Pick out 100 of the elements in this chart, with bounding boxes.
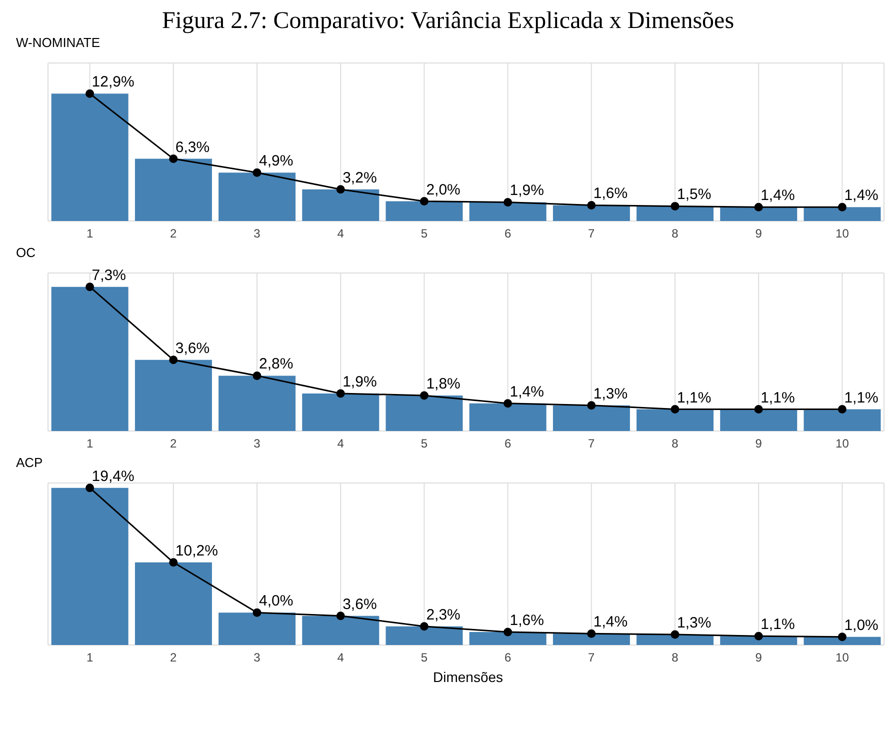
x-tick-label: 6 xyxy=(504,650,512,665)
data-label: 3,6% xyxy=(342,596,377,613)
bar xyxy=(386,201,463,221)
x-tick-label: 4 xyxy=(337,650,344,665)
point xyxy=(670,202,680,210)
x-tick-label: 9 xyxy=(755,650,762,665)
data-label: 1,8% xyxy=(426,375,460,392)
point xyxy=(252,168,262,177)
chart-subtitle: W-NOMINATE xyxy=(16,35,102,50)
x-tick-label: 2 xyxy=(170,226,178,241)
bar xyxy=(386,626,463,645)
point xyxy=(754,202,763,212)
data-label: 2,8% xyxy=(259,356,294,373)
bar xyxy=(302,189,380,221)
data-label: 1,0% xyxy=(844,616,878,634)
point xyxy=(838,202,846,212)
data-label: 4,9% xyxy=(259,152,294,170)
point xyxy=(587,200,596,210)
point xyxy=(336,612,345,620)
bar xyxy=(218,376,296,431)
x-tick-label: 1 xyxy=(86,650,94,665)
x-tick-label: 2 xyxy=(170,436,178,451)
bar xyxy=(469,632,546,645)
point xyxy=(420,391,428,400)
data-label: 1,1% xyxy=(760,616,795,634)
point xyxy=(86,484,94,492)
data-label: 1,6% xyxy=(510,612,544,630)
data-label: 3,6% xyxy=(175,340,210,357)
bar xyxy=(134,158,212,221)
x-tick-label: 9 xyxy=(755,226,762,241)
bar xyxy=(804,409,881,431)
point xyxy=(336,185,345,194)
bar xyxy=(552,634,630,645)
data-label: 1,6% xyxy=(593,185,628,202)
point xyxy=(336,389,345,398)
point xyxy=(587,629,596,638)
bar xyxy=(720,207,798,221)
bar xyxy=(552,405,630,431)
bar xyxy=(386,395,463,431)
data-label: 1,4% xyxy=(593,614,628,631)
bar xyxy=(134,360,212,431)
point xyxy=(504,399,512,408)
data-label: 19,4% xyxy=(92,468,134,485)
x-tick-label: 2 xyxy=(170,650,178,665)
bar xyxy=(636,409,714,431)
point xyxy=(86,89,94,98)
data-label: 3,2% xyxy=(342,169,377,186)
point xyxy=(838,632,846,642)
x-tick-label: 10 xyxy=(836,436,850,451)
x-tick-label: 5 xyxy=(420,226,428,241)
point xyxy=(838,405,846,414)
x-tick-label: 7 xyxy=(588,650,596,665)
bar xyxy=(51,94,128,221)
x-tick-label: 6 xyxy=(504,436,512,451)
bar xyxy=(804,207,881,221)
point xyxy=(670,630,680,639)
bar xyxy=(51,488,128,645)
chart-subtitle: ACP xyxy=(16,455,44,470)
data-label: 1,4% xyxy=(844,187,878,204)
data-label: 1,3% xyxy=(677,614,712,632)
data-label: 1,4% xyxy=(760,187,795,204)
bar xyxy=(302,393,380,431)
x-tick-label: 3 xyxy=(254,226,261,241)
x-tick-label: 5 xyxy=(420,650,428,665)
data-label: 10,2% xyxy=(175,542,218,560)
point xyxy=(587,401,596,410)
x-axis-title: Dimensões xyxy=(432,669,504,685)
data-label: 2,0% xyxy=(426,181,460,198)
bar xyxy=(218,612,296,645)
x-tick-label: 4 xyxy=(337,226,344,241)
data-label: 1,1% xyxy=(760,389,795,406)
data-label: 1,9% xyxy=(342,373,377,390)
data-label: 1,1% xyxy=(677,389,712,406)
data-label: 1,5% xyxy=(677,186,712,204)
bar xyxy=(51,286,128,431)
point xyxy=(670,405,680,414)
x-tick-label: 5 xyxy=(420,436,428,451)
point xyxy=(754,405,763,414)
x-tick-label: 8 xyxy=(672,226,679,241)
data-label: 6,3% xyxy=(175,138,210,156)
x-tick-label: 10 xyxy=(836,650,850,665)
x-tick-label: 7 xyxy=(588,436,596,451)
bar xyxy=(469,403,546,431)
bar xyxy=(134,562,212,645)
point xyxy=(169,356,178,364)
bar xyxy=(302,616,380,645)
x-tick-label: 9 xyxy=(755,436,762,451)
x-tick-label: 8 xyxy=(672,436,679,451)
x-tick-label: 8 xyxy=(672,650,679,665)
point xyxy=(420,622,428,631)
data-label: 7,3% xyxy=(92,266,126,284)
x-tick-label: 1 xyxy=(86,436,94,451)
point xyxy=(504,198,512,206)
point xyxy=(169,558,178,567)
point xyxy=(420,197,428,206)
chart-title: Figura 2.7: Comparativo: Variância Explicada x Dimensões xyxy=(160,8,736,35)
point xyxy=(754,632,763,640)
data-label: 1,1% xyxy=(844,389,878,406)
point xyxy=(252,608,262,617)
chart-subtitle: OC xyxy=(16,245,36,260)
